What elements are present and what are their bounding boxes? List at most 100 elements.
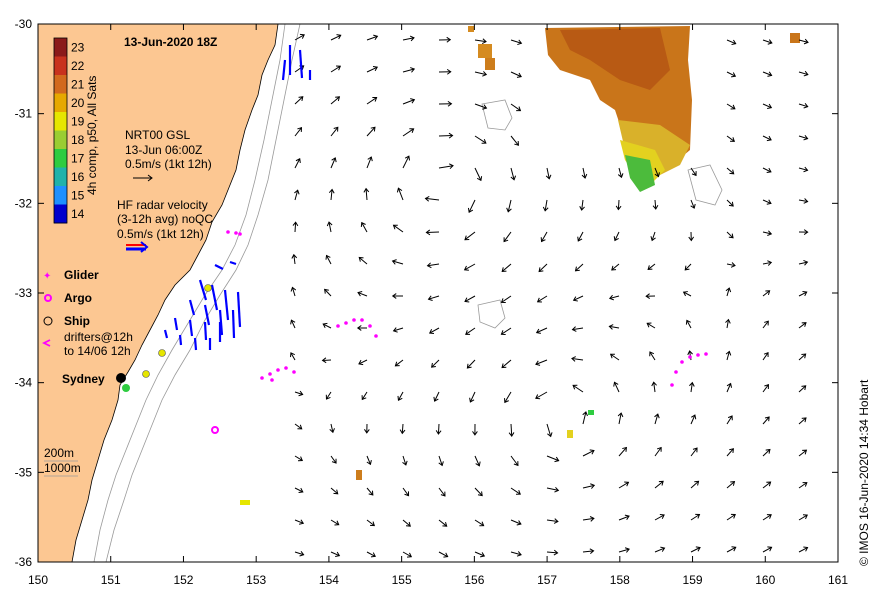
colorbar-tick: 23 bbox=[71, 40, 85, 54]
current-arrow bbox=[469, 391, 476, 403]
current-arrow bbox=[290, 319, 296, 329]
colorbar-tick: 18 bbox=[71, 133, 85, 147]
current-arrow bbox=[762, 260, 773, 266]
hf-radar-arrow bbox=[178, 334, 183, 346]
x-tick-label: 159 bbox=[683, 573, 703, 587]
current-arrow bbox=[645, 293, 656, 299]
current-arrow bbox=[474, 455, 481, 467]
current-arrow bbox=[324, 288, 332, 297]
current-arrow bbox=[726, 382, 733, 393]
current-arrow bbox=[726, 39, 737, 46]
colorbar-cell bbox=[54, 38, 67, 57]
current-arrow bbox=[617, 167, 624, 179]
current-arrow bbox=[366, 156, 373, 169]
x-tick-label: 155 bbox=[392, 573, 412, 587]
current-arrow bbox=[762, 416, 770, 425]
current-arrow bbox=[325, 391, 332, 400]
current-arrow bbox=[467, 199, 476, 213]
current-arrow bbox=[762, 481, 772, 489]
current-arrow bbox=[465, 327, 476, 335]
current-arrow bbox=[510, 551, 522, 557]
drifter-legend: drifters@12h to 14/06 12h bbox=[41, 330, 133, 358]
current-arrow bbox=[366, 551, 376, 558]
current-arrow bbox=[330, 126, 339, 137]
current-arrow bbox=[358, 256, 368, 265]
svg-text:Argo: Argo bbox=[64, 291, 92, 305]
current-arrow bbox=[433, 391, 440, 402]
current-arrow bbox=[689, 381, 695, 393]
current-arrow bbox=[394, 359, 404, 367]
current-arrow bbox=[294, 551, 305, 557]
current-arrow bbox=[358, 359, 368, 366]
current-arrow bbox=[690, 546, 701, 553]
x-tick-label: 161 bbox=[828, 573, 848, 587]
current-arrow bbox=[366, 455, 372, 466]
current-arrow bbox=[330, 551, 341, 558]
colorbar-tick: 21 bbox=[71, 77, 85, 91]
svg-text:200m: 200m bbox=[44, 446, 74, 460]
current-arrow bbox=[762, 320, 769, 329]
colorbar-cell bbox=[54, 204, 67, 224]
current-arrow bbox=[690, 167, 697, 177]
current-arrow bbox=[391, 293, 404, 299]
current-arrow bbox=[762, 39, 773, 45]
x-tick-label: 160 bbox=[755, 573, 775, 587]
hf-legend-line3: 0.5m/s (1kt 12h) bbox=[117, 227, 204, 241]
current-arrow bbox=[474, 487, 483, 497]
current-arrow bbox=[402, 519, 411, 527]
current-arrow bbox=[397, 391, 404, 401]
current-arrow bbox=[474, 135, 487, 144]
current-arrow bbox=[582, 449, 595, 457]
current-arrow bbox=[798, 70, 809, 77]
current-arrow bbox=[330, 455, 337, 464]
current-arrow bbox=[294, 33, 305, 41]
x-tick-label: 150 bbox=[28, 573, 48, 587]
x-tick-label: 151 bbox=[101, 573, 121, 587]
hf-radar-arrow bbox=[236, 291, 242, 328]
current-arrow bbox=[326, 221, 333, 233]
current-arrow bbox=[363, 187, 370, 201]
current-arrow bbox=[290, 352, 296, 361]
current-arrow bbox=[726, 103, 736, 110]
current-arrow bbox=[613, 231, 620, 242]
current-arrow bbox=[582, 411, 588, 425]
colorbar-tick: 22 bbox=[71, 59, 85, 73]
current-arrow bbox=[654, 546, 666, 553]
current-arrow bbox=[582, 483, 596, 489]
current-arrow bbox=[402, 35, 415, 42]
current-arrow bbox=[726, 231, 734, 239]
hf-radar-arrow bbox=[298, 49, 304, 79]
current-arrow bbox=[330, 65, 342, 73]
hf-radar-arrow bbox=[193, 337, 198, 351]
current-arrow bbox=[608, 324, 620, 330]
current-arrow bbox=[500, 295, 512, 303]
glider-legend: ✦ Glider bbox=[43, 268, 99, 282]
hf-legend-line1: HF radar velocity bbox=[117, 198, 208, 212]
current-arrow bbox=[798, 417, 807, 425]
x-axis: 150 151 152 153 154 155 156 157 158 159 160 161 bbox=[28, 24, 848, 587]
current-arrow bbox=[504, 391, 512, 404]
hf-radar-arrow bbox=[203, 321, 208, 341]
current-arrow bbox=[426, 262, 440, 269]
credit-text: © IMOS 16-Jun-2020 14:34 Hobart bbox=[857, 379, 871, 566]
x-tick-label: 156 bbox=[464, 573, 484, 587]
ship-marker bbox=[122, 384, 130, 392]
current-arrow bbox=[762, 514, 772, 521]
current-arrow bbox=[762, 71, 773, 77]
hf-radar-arrow bbox=[214, 264, 224, 270]
current-arrow bbox=[688, 231, 695, 242]
current-arrow bbox=[618, 481, 630, 489]
current-arrow bbox=[424, 195, 440, 202]
hf-radar-arrows bbox=[163, 45, 312, 351]
ship-marker bbox=[204, 284, 212, 292]
current-arrow bbox=[611, 263, 620, 271]
current-arrow bbox=[762, 167, 772, 174]
hf-radar-arrow bbox=[223, 289, 230, 321]
current-arrow bbox=[726, 199, 734, 207]
current-arrow bbox=[690, 199, 696, 209]
colorbar-cell bbox=[54, 149, 67, 168]
current-arrow bbox=[650, 231, 656, 242]
map-title: 13-Jun-2020 18Z bbox=[124, 35, 217, 49]
colorbar-tick: 15 bbox=[71, 188, 85, 202]
current-arrow bbox=[510, 39, 523, 46]
